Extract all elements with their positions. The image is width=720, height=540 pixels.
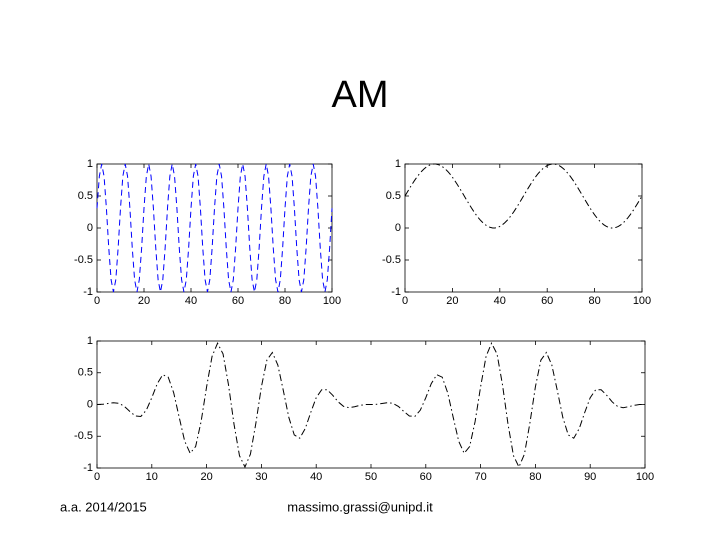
x-tick-label: 40 (310, 471, 322, 483)
x-tick-label: 80 (279, 295, 291, 307)
y-tick-label: 0.5 (78, 367, 93, 379)
plot-area (404, 163, 643, 293)
x-tick-label: 40 (185, 295, 197, 307)
x-tick-label: 30 (255, 471, 267, 483)
footer-left: a.a. 2014/2015 (60, 499, 147, 514)
slide-title: AM (332, 74, 389, 116)
x-tick-label: 100 (323, 295, 341, 307)
x-tick-label: 0 (402, 295, 408, 307)
x-tick-label: 40 (494, 295, 506, 307)
plot: -1 -0.5 0 0.5 1 0 20 40 60 80 100 (382, 158, 651, 307)
x-tick-label: 0 (94, 471, 100, 483)
x-tick-label: 90 (584, 471, 596, 483)
x-tick-label: 60 (541, 295, 553, 307)
y-tick-label: 0 (87, 398, 93, 410)
y-tick-label: -1 (83, 286, 93, 298)
x-tick-label: 60 (420, 471, 432, 483)
plot: -1 -0.5 0 0.5 1 0 20 40 60 80 100 (74, 158, 341, 307)
x-tick-label: 10 (146, 471, 158, 483)
plot-area (96, 163, 333, 293)
y-tick-label: -0.5 (74, 430, 93, 442)
y-tick-label: 1 (395, 158, 401, 170)
signal-line (96, 342, 646, 469)
y-tick-label: -1 (83, 462, 93, 474)
signal-line (404, 163, 643, 229)
x-tick-label: 20 (200, 471, 212, 483)
y-tick-label: 0 (395, 222, 401, 234)
x-tick-label: 70 (474, 471, 486, 483)
x-tick-label: 50 (365, 471, 377, 483)
y-tick-label: -0.5 (74, 254, 93, 266)
x-tick-label: 100 (633, 295, 651, 307)
footer-center: massimo.grassi@unipd.it (287, 499, 433, 514)
x-tick-label: 20 (138, 295, 150, 307)
y-tick-label: 1 (87, 335, 93, 347)
y-tick-label: 0.5 (386, 190, 401, 202)
y-tick-label: 0 (87, 222, 93, 234)
plot: -1-0.500.510 10 20 30 40 50 60 70 80 90 100 (74, 335, 654, 483)
y-tick-label: -1 (391, 286, 401, 298)
x-tick-label: 100 (636, 471, 654, 483)
x-tick-label: 80 (588, 295, 600, 307)
y-tick-label: 1 (87, 158, 93, 170)
x-tick-label: 0 (94, 295, 100, 307)
x-tick-label: 60 (232, 295, 244, 307)
x-tick-label: 80 (529, 471, 541, 483)
y-tick-label: 0.5 (78, 190, 93, 202)
x-tick-label: 20 (446, 295, 458, 307)
y-tick-label: -0.5 (382, 254, 401, 266)
